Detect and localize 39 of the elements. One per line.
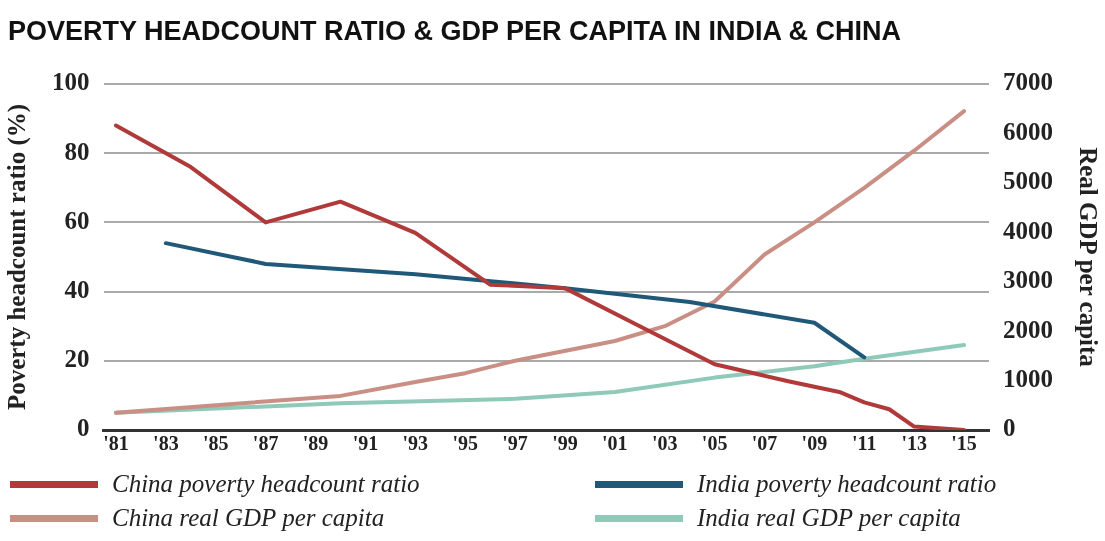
x-tick-label: '95 xyxy=(452,432,478,455)
y-tick-label: 40 xyxy=(64,276,90,304)
x-tick-label: '99 xyxy=(552,432,578,455)
x-tick-label: '07 xyxy=(751,432,778,455)
y2-axis-title: Real GDP per capita xyxy=(1074,147,1102,368)
y-tick-label: 60 xyxy=(64,206,90,234)
x-tick-label: '01 xyxy=(602,432,628,455)
y2-tick-label: 6000 xyxy=(1003,117,1053,145)
x-tick-label: '83 xyxy=(153,432,179,455)
x-tick-label: '09 xyxy=(801,432,828,455)
x-tick-label: '97 xyxy=(502,432,528,455)
legend-label: China poverty headcount ratio xyxy=(112,470,420,498)
x-tick-label: '81 xyxy=(103,432,129,455)
y2-tick-label: 5000 xyxy=(1003,167,1053,195)
y2-tick-label: 3000 xyxy=(1003,266,1053,294)
x-tick-label: '03 xyxy=(651,432,678,455)
x-tick-label: '05 xyxy=(701,432,728,455)
y2-tick-label: 4000 xyxy=(1003,216,1053,244)
y-tick-label: 100 xyxy=(52,68,90,96)
x-tick-label: '89 xyxy=(302,432,329,455)
x-tick-label: '13 xyxy=(901,432,927,455)
legend-label: China real GDP per capita xyxy=(112,504,385,532)
y-tick-label: 80 xyxy=(64,137,90,165)
x-tick-label: '11 xyxy=(852,432,877,455)
x-tick-label: '85 xyxy=(202,432,229,455)
x-tick-label: '91 xyxy=(352,432,379,455)
y2-tick-label: 7000 xyxy=(1003,68,1053,96)
legend-label: India real GDP per capita xyxy=(697,504,961,532)
y-tick-label: 20 xyxy=(64,345,90,373)
y2-tick-label: 1000 xyxy=(1003,365,1053,393)
y2-tick-label: 2000 xyxy=(1003,315,1053,343)
legend-label: India poverty headcount ratio xyxy=(697,470,997,498)
chart-title: POVERTY HEADCOUNT RATIO & GDP PER CAPITA IN INDIA & CHINA xyxy=(8,16,902,47)
x-tick-label: '87 xyxy=(252,432,279,455)
y-tick-label: 0 xyxy=(77,414,90,442)
y-axis-title: Poverty headcount ratio (%) xyxy=(3,103,32,411)
x-tick-label: '15 xyxy=(951,432,977,455)
y2-tick-label: 0 xyxy=(1003,414,1016,442)
x-tick-label: '93 xyxy=(402,432,429,455)
